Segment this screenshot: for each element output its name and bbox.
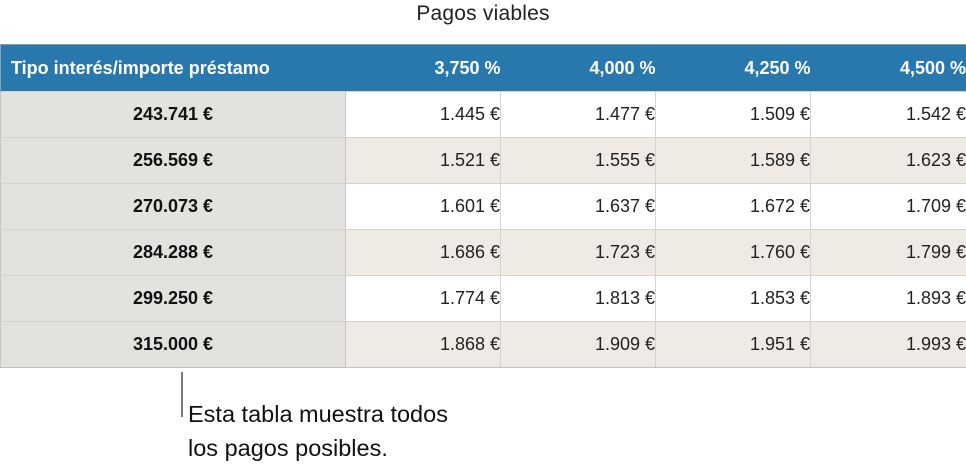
table-cell[interactable]: 1.509 € xyxy=(655,91,811,138)
payments-table: Tipo interés/importe préstamo 3,750 % 4,… xyxy=(0,44,966,368)
table-cell[interactable]: 1.813 € xyxy=(500,275,656,322)
table-cell[interactable]: 1.760 € xyxy=(655,229,811,276)
table-cell[interactable]: 1.637 € xyxy=(500,183,656,230)
callout-line-1: Esta tabla muestra todos xyxy=(188,401,448,427)
table-title: Pagos viables xyxy=(416,2,550,25)
table-row: 299.250 € 1.774 € 1.813 € 1.853 € 1.893 … xyxy=(0,275,966,322)
column-header-cell[interactable]: 3,750 % xyxy=(345,44,501,92)
table-cell[interactable]: 1.555 € xyxy=(500,137,656,184)
callout-text: Esta tabla muestra todos los pagos posib… xyxy=(188,397,568,465)
row-header-cell[interactable]: 243.741 € xyxy=(0,91,346,138)
row-header-cell[interactable]: 284.288 € xyxy=(0,229,346,276)
row-header-cell[interactable]: 315.000 € xyxy=(0,321,346,368)
table-cell[interactable]: 1.723 € xyxy=(500,229,656,276)
table-cell[interactable]: 1.686 € xyxy=(345,229,501,276)
table-row: 315.000 € 1.868 € 1.909 € 1.951 € 1.993 … xyxy=(0,321,966,368)
column-header-cell[interactable]: 4,250 % xyxy=(655,44,811,92)
table-cell[interactable]: 1.477 € xyxy=(500,91,656,138)
table-cell[interactable]: 1.589 € xyxy=(655,137,811,184)
column-header-cell[interactable]: 4,000 % xyxy=(500,44,656,92)
row-header-cell[interactable]: 270.073 € xyxy=(0,183,346,230)
callout-line-2: los pagos posibles. xyxy=(188,435,388,461)
table-cell[interactable]: 1.853 € xyxy=(655,275,811,322)
table-cell[interactable]: 1.542 € xyxy=(810,91,966,138)
table-cell[interactable]: 1.445 € xyxy=(345,91,501,138)
table-row: 284.288 € 1.686 € 1.723 € 1.760 € 1.799 … xyxy=(0,229,966,276)
table-row: 243.741 € 1.445 € 1.477 € 1.509 € 1.542 … xyxy=(0,91,966,138)
header-row: Tipo interés/importe préstamo 3,750 % 4,… xyxy=(0,44,966,92)
table-row: 270.073 € 1.601 € 1.637 € 1.672 € 1.709 … xyxy=(0,183,966,230)
table-cell[interactable]: 1.799 € xyxy=(810,229,966,276)
table-cell[interactable]: 1.909 € xyxy=(500,321,656,368)
callout-leader-line xyxy=(181,372,183,417)
row-header-cell[interactable]: 256.569 € xyxy=(0,137,346,184)
table-cell[interactable]: 1.774 € xyxy=(345,275,501,322)
column-header-cell[interactable]: 4,500 % xyxy=(810,44,966,92)
table-cell[interactable]: 1.623 € xyxy=(810,137,966,184)
corner-header-cell[interactable]: Tipo interés/importe préstamo xyxy=(0,44,346,92)
table-cell[interactable]: 1.709 € xyxy=(810,183,966,230)
table-cell[interactable]: 1.893 € xyxy=(810,275,966,322)
table-cell[interactable]: 1.993 € xyxy=(810,321,966,368)
table-cell[interactable]: 1.521 € xyxy=(345,137,501,184)
table-cell[interactable]: 1.951 € xyxy=(655,321,811,368)
table-cell[interactable]: 1.601 € xyxy=(345,183,501,230)
table-row: 256.569 € 1.521 € 1.555 € 1.589 € 1.623 … xyxy=(0,137,966,184)
table-cell[interactable]: 1.672 € xyxy=(655,183,811,230)
table-cell[interactable]: 1.868 € xyxy=(345,321,501,368)
row-header-cell[interactable]: 299.250 € xyxy=(0,275,346,322)
